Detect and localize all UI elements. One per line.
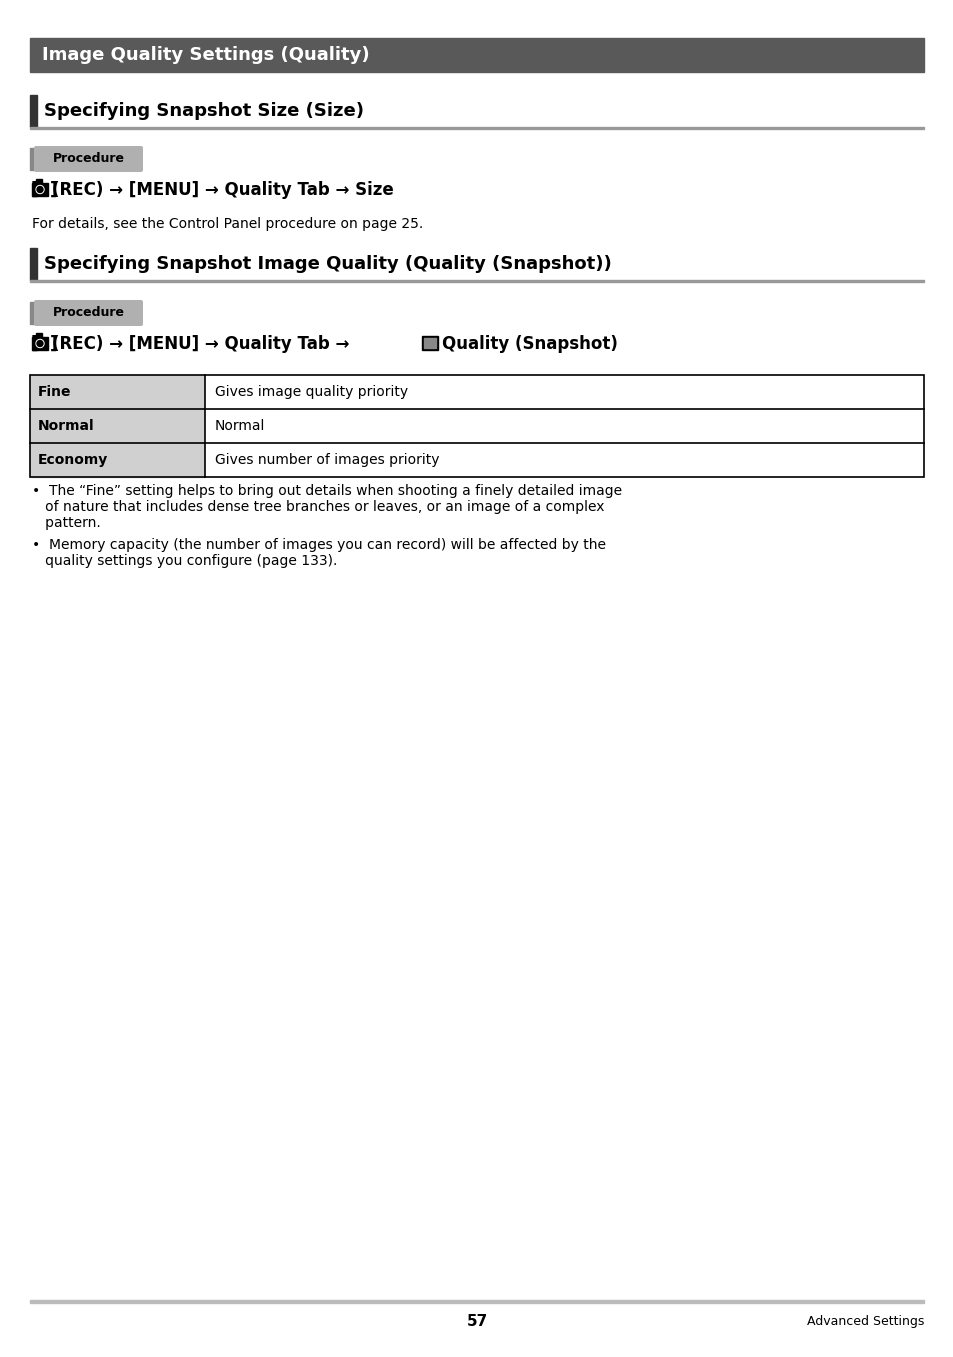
Bar	[30, 375, 205, 408]
Text: Gives number of images priority: Gives number of images priority	[214, 453, 439, 467]
Bar	[205, 408, 923, 442]
Bar	[30, 248, 37, 280]
Text: quality settings you configure (page 133).: quality settings you configure (page 133…	[32, 554, 337, 569]
Text: pattern.: pattern.	[32, 516, 101, 531]
Circle shape	[36, 339, 44, 347]
Text: [: [	[30, 180, 38, 199]
Bar	[36, 179, 42, 183]
Bar	[30, 303, 34, 324]
Bar	[30, 128, 923, 129]
Bar	[421, 337, 437, 350]
FancyBboxPatch shape	[34, 300, 143, 326]
Text: Gives image quality priority: Gives image quality priority	[214, 385, 408, 399]
Text: Fine: Fine	[38, 385, 71, 399]
Bar	[30, 95, 37, 128]
Bar	[30, 375, 923, 478]
Text: Image Quality Settings (Quality): Image Quality Settings (Quality)	[42, 46, 369, 64]
Text: (REC) → [MENU] → Quality Tab → Size: (REC) → [MENU] → Quality Tab → Size	[52, 180, 394, 199]
Text: ]: ]	[50, 180, 57, 199]
Bar	[30, 442, 205, 478]
Bar	[30, 280, 923, 282]
Bar	[205, 442, 923, 478]
Text: For details, see the Control Panel procedure on page 25.: For details, see the Control Panel proce…	[32, 217, 423, 231]
Text: •  Memory capacity (the number of images you can record) will be affected by the: • Memory capacity (the number of images …	[32, 537, 605, 552]
Text: Economy: Economy	[38, 453, 108, 467]
Bar	[205, 375, 923, 408]
Bar	[423, 338, 436, 347]
Bar	[30, 1300, 923, 1303]
Text: of nature that includes dense tree branches or leaves, or an image of a complex: of nature that includes dense tree branc…	[32, 499, 604, 514]
Text: Specifying Snapshot Image Quality (Quality (Snapshot)): Specifying Snapshot Image Quality (Quali…	[44, 255, 611, 273]
Bar	[32, 337, 48, 350]
Text: ]: ]	[50, 335, 57, 353]
Circle shape	[36, 186, 44, 194]
Text: Normal: Normal	[38, 419, 94, 433]
Text: Advanced Settings: Advanced Settings	[806, 1315, 923, 1329]
Text: (REC) → [MENU] → Quality Tab →: (REC) → [MENU] → Quality Tab →	[52, 335, 349, 353]
Circle shape	[37, 341, 43, 346]
Bar	[30, 408, 205, 442]
Bar	[36, 332, 42, 337]
Text: Normal: Normal	[214, 419, 265, 433]
Text: Specifying Snapshot Size (Size): Specifying Snapshot Size (Size)	[44, 102, 364, 119]
Bar	[30, 38, 923, 72]
Bar	[30, 148, 34, 170]
Text: •  The “Fine” setting helps to bring out details when shooting a finely detailed: • The “Fine” setting helps to bring out …	[32, 484, 621, 498]
Text: Procedure: Procedure	[52, 152, 125, 166]
Circle shape	[37, 186, 43, 193]
Text: 57: 57	[466, 1315, 487, 1330]
Text: Quality (Snapshot): Quality (Snapshot)	[441, 335, 618, 353]
Text: [: [	[30, 335, 38, 353]
FancyBboxPatch shape	[34, 147, 143, 172]
Bar	[32, 183, 48, 195]
Text: Procedure: Procedure	[52, 307, 125, 319]
